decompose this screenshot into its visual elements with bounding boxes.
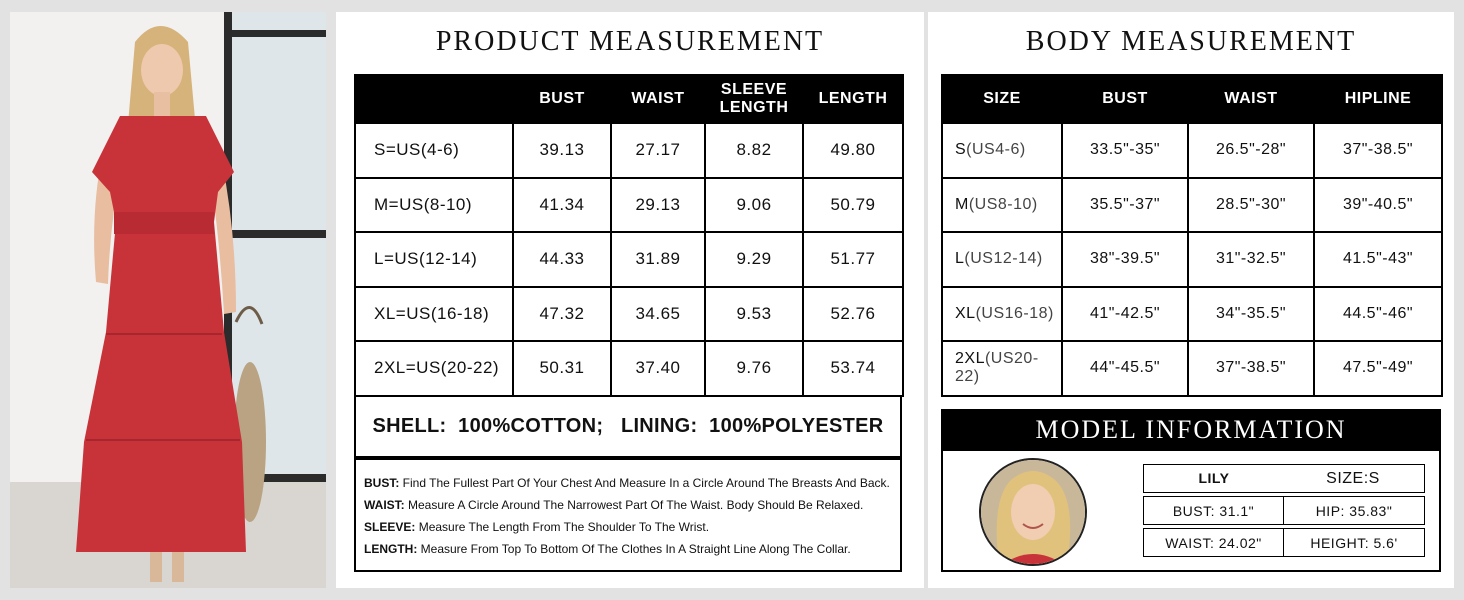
header-length: LENGTH [802,74,904,124]
table-row: L=US(12-14) 44.33 31.89 9.29 51.77 [354,231,904,288]
model-waist: WAIST: 24.02" [1143,528,1284,557]
model-info-table: LILY SIZE:S BUST: 31.1" HIP: 35.83" WAIST… [1143,464,1425,557]
size-cell: 2XL(US20-22) [941,340,1063,397]
waist-cell: 37.40 [610,340,706,397]
note-sleeve: SLEEVE: Measure The Length From The Shou… [364,520,710,534]
length-cell: 51.77 [802,231,904,288]
model-name: LILY [1198,469,1230,486]
header-waist: WAIST [1187,74,1315,124]
waist-cell: 37"-38.5" [1187,340,1315,397]
waist-cell: 34"-35.5" [1187,285,1315,342]
table-row: S=US(4-6) 39.13 27.17 8.82 49.80 [354,122,904,179]
waist-cell: 31"-32.5" [1187,231,1315,288]
model-measure-row: BUST: 31.1" HIP: 35.83" [1143,496,1425,525]
bust-cell: 35.5"-37" [1061,176,1189,233]
size-cell: M=US(8-10) [354,176,514,233]
model-size: SIZE:S [1326,469,1380,487]
body-measurement-title: BODY MEASUREMENT [1025,26,1357,57]
header-bust: BUST [512,74,612,124]
table-header-row: BUST WAIST SLEEVE LENGTH LENGTH [354,74,904,124]
waist-cell: 26.5"-28" [1187,122,1315,179]
bust-cell: 44"-45.5" [1061,340,1189,397]
table-header-row: SIZE BUST WAIST HIPLINE [941,74,1443,124]
waist-cell: 34.65 [610,285,706,342]
hip-cell: 39"-40.5" [1313,176,1443,233]
product-size-table: BUST WAIST SLEEVE LENGTH LENGTH S=US(4-6)… [354,74,904,397]
note-length: LENGTH: Measure From Top To Bottom Of Th… [364,542,851,556]
bust-cell: 38"-39.5" [1061,231,1189,288]
bust-cell: 39.13 [512,122,612,179]
bust-cell: 47.32 [512,285,612,342]
table-row: XL(US16-18) 41"-42.5" 34"-35.5" 44.5"-46… [941,285,1443,342]
length-cell: 49.80 [802,122,904,179]
hip-cell: 41.5"-43" [1313,231,1443,288]
model-measure-row: WAIST: 24.02" HEIGHT: 5.6' [1143,528,1425,557]
hip-cell: 47.5"-49" [1313,340,1443,397]
size-cell: XL=US(16-18) [354,285,514,342]
model-height: HEIGHT: 5.6' [1283,528,1425,557]
model-avatar [979,458,1087,566]
size-cell: L=US(12-14) [354,231,514,288]
hip-cell: 44.5"-46" [1313,285,1443,342]
header-size [354,74,514,124]
waist-cell: 28.5"-30" [1187,176,1315,233]
sleeve-cell: 9.76 [704,340,804,397]
header-bust: BUST [1061,74,1189,124]
bust-cell: 41.34 [512,176,612,233]
length-cell: 50.79 [802,176,904,233]
size-cell: M(US8-10) [941,176,1063,233]
measurement-notes: BUST: Find The Fullest Part Of Your Ches… [354,458,902,572]
table-row: 2XL=US(20-22) 50.31 37.40 9.76 53.74 [354,340,904,397]
model-information-box: LILY SIZE:S BUST: 31.1" HIP: 35.83" WAIST… [941,451,1441,572]
header-size: SIZE [941,74,1063,124]
table-row: S(US4-6) 33.5"-35" 26.5"-28" 37"-38.5" [941,122,1443,179]
header-waist: WAIST [610,74,706,124]
table-row: M(US8-10) 35.5"-37" 28.5"-30" 39"-40.5" [941,176,1443,233]
bust-cell: 44.33 [512,231,612,288]
header-sleeve-length: SLEEVE LENGTH [704,74,804,124]
product-measurement-title: PRODUCT MEASUREMENT [435,26,825,57]
bust-cell: 41"-42.5" [1061,285,1189,342]
bust-cell: 33.5"-35" [1061,122,1189,179]
size-cell: S=US(4-6) [354,122,514,179]
table-row: 2XL(US20-22) 44"-45.5" 37"-38.5" 47.5"-4… [941,340,1443,397]
waist-cell: 29.13 [610,176,706,233]
waist-cell: 27.17 [610,122,706,179]
table-row: M=US(8-10) 41.34 29.13 9.06 50.79 [354,176,904,233]
size-cell: L(US12-14) [941,231,1063,288]
length-cell: 52.76 [802,285,904,342]
note-waist: WAIST: Measure A Circle Around The Narro… [364,498,864,512]
product-measurement-panel: PRODUCT MEASUREMENT BUST WAIST SLEEVE LEN… [336,12,924,588]
body-size-table: SIZE BUST WAIST HIPLINE S(US4-6) 33.5"-3… [941,74,1443,397]
bust-cell: 50.31 [512,340,612,397]
hip-cell: 37"-38.5" [1313,122,1443,179]
waist-cell: 31.89 [610,231,706,288]
sleeve-cell: 9.53 [704,285,804,342]
sleeve-cell: 8.82 [704,122,804,179]
length-cell: 53.74 [802,340,904,397]
body-measurement-panel: BODY MEASUREMENT SIZE BUST WAIST HIPLINE… [928,12,1454,588]
size-cell: 2XL=US(20-22) [354,340,514,397]
sleeve-cell: 9.29 [704,231,804,288]
note-bust: BUST: Find The Fullest Part Of Your Ches… [364,476,890,490]
header-hipline: HIPLINE [1313,74,1443,124]
model-bust: BUST: 31.1" [1143,496,1284,525]
material-info: SHELL: 100%COTTON; LINING: 100%POLYESTER [354,396,902,458]
model-information-title: MODEL INFORMATION [941,409,1441,451]
table-row: XL=US(16-18) 47.32 34.65 9.53 52.76 [354,285,904,342]
model-hip: HIP: 35.83" [1283,496,1425,525]
model-photo [10,12,326,588]
model-name-row: LILY SIZE:S [1143,464,1425,493]
size-cell: XL(US16-18) [941,285,1063,342]
sleeve-cell: 9.06 [704,176,804,233]
table-row: L(US12-14) 38"-39.5" 31"-32.5" 41.5"-43" [941,231,1443,288]
size-cell: S(US4-6) [941,122,1063,179]
